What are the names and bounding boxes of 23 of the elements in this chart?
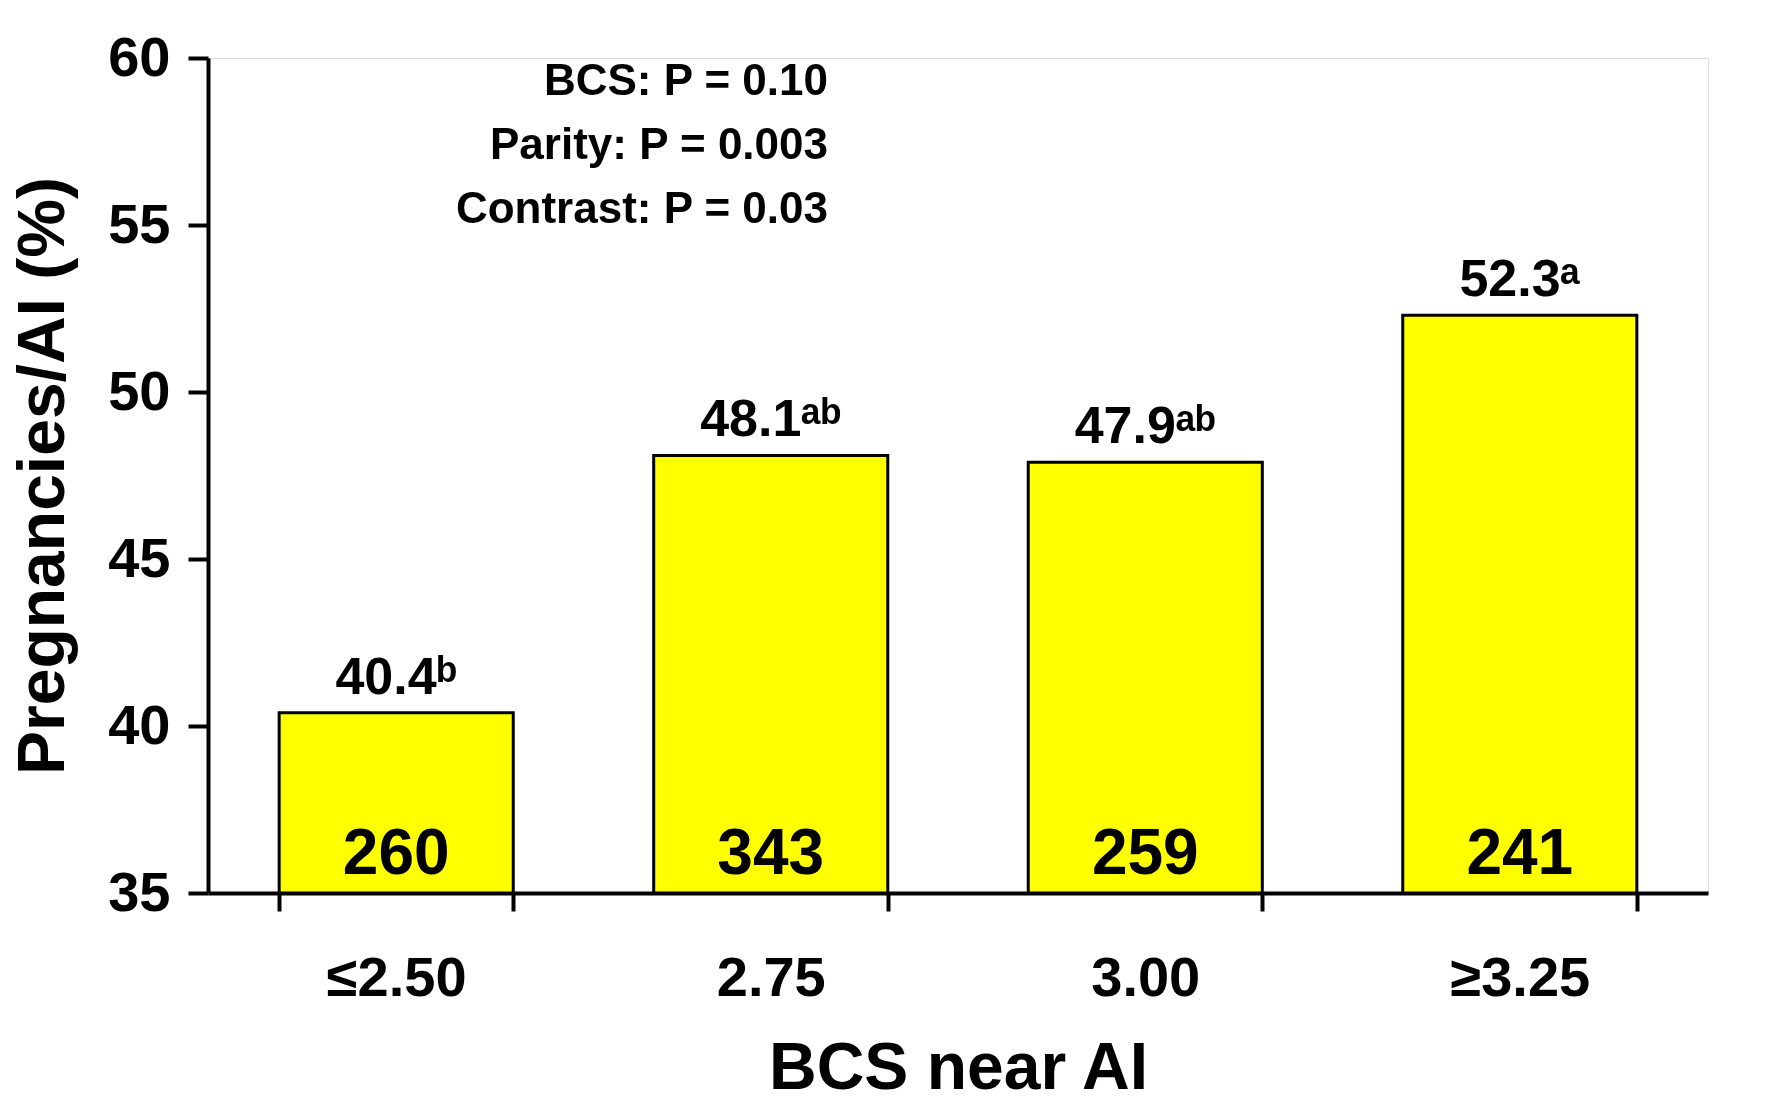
- x-tick-label: ≤2.50: [326, 944, 467, 1008]
- data-label: 40.4ᵇ: [335, 646, 457, 705]
- annotation: Parity: P = 0.003: [490, 119, 828, 168]
- y-axis-title: Pregnancies/AI (%): [4, 177, 79, 775]
- x-tick-label: ≥3.25: [1450, 944, 1591, 1008]
- y-tick-label: 60: [108, 24, 171, 88]
- y-tick-label: 55: [108, 191, 171, 255]
- data-label: 52.3ᵃ: [1459, 249, 1581, 308]
- annotation: 241: [1466, 816, 1574, 888]
- x-axis-title: BCS near AI: [769, 1028, 1148, 1103]
- annotation: 343: [717, 816, 825, 888]
- annotation: BCS: P = 0.10: [543, 55, 828, 104]
- annotation: 259: [1091, 816, 1199, 888]
- data-label: 48.1ᵃᵇ: [700, 389, 842, 448]
- x-tick-label: 3.00: [1091, 944, 1201, 1008]
- y-tick-label: 40: [108, 692, 171, 756]
- data-label: 47.9ᵃᵇ: [1074, 396, 1216, 455]
- y-tick-label: 45: [108, 525, 171, 589]
- y-tick-label: 35: [108, 859, 171, 923]
- y-tick-label: 50: [108, 358, 171, 422]
- annotation: Contrast: P = 0.03: [455, 183, 828, 232]
- annotation: 260: [342, 816, 450, 888]
- x-tick-label: 2.75: [716, 944, 826, 1008]
